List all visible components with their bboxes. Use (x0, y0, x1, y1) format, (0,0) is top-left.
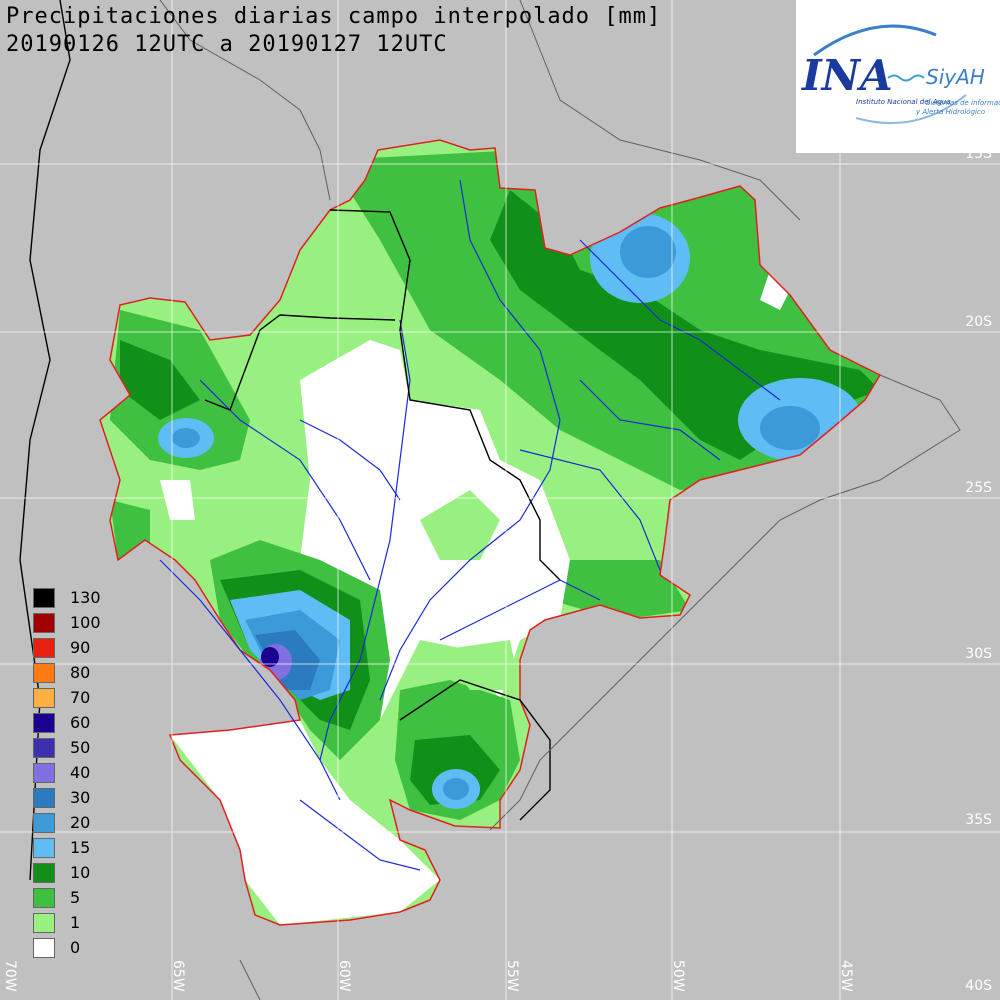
legend-swatch (33, 813, 55, 833)
legend-item: 30 (30, 785, 140, 810)
legend-swatch (33, 688, 55, 708)
legend-swatch (33, 888, 55, 908)
legend-label: 30 (70, 788, 91, 807)
legend-swatch (33, 863, 55, 883)
legend-item: 15 (30, 835, 140, 860)
svg-text:SiyAH: SiyAH (926, 65, 985, 89)
legend-swatch (33, 913, 55, 933)
legend-swatch (33, 588, 55, 608)
latitude-label: 20S (965, 314, 992, 330)
legend-swatch (33, 713, 55, 733)
legend-label: 5 (70, 888, 81, 907)
basin-boundary (99, 139, 882, 926)
legend-swatch (33, 638, 55, 658)
legend-item: 130 (30, 585, 140, 610)
rivers (159, 179, 781, 871)
latitude-label: 15S (965, 146, 992, 162)
legend-label: 90 (70, 638, 91, 657)
legend-item: 0 (30, 935, 140, 960)
longitude-label: 60W (336, 960, 352, 992)
legend-label: 0 (70, 938, 81, 957)
longitude-label: 70W (2, 960, 18, 992)
legend-item: 80 (30, 660, 140, 685)
legend-label: 60 (70, 713, 91, 732)
legend-swatch (33, 738, 55, 758)
legend-label: 1 (70, 913, 81, 932)
legend-item: 90 (30, 635, 140, 660)
longitude-label: 65W (170, 960, 186, 992)
latitude-label: 25S (965, 480, 992, 496)
map-title: Precipitaciones diarias campo interpolad… (6, 4, 662, 29)
legend-item: 70 (30, 685, 140, 710)
legend-item: 100 (30, 610, 140, 635)
legend-swatch (33, 788, 55, 808)
coastline (159, 0, 961, 1000)
legend-label: 20 (70, 813, 91, 832)
legend-swatch (33, 613, 55, 633)
latitude-label: 30S (965, 646, 992, 662)
legend-label: 70 (70, 688, 91, 707)
legend-item: 20 (30, 810, 140, 835)
latitude-label: 40S (965, 978, 992, 994)
legend-item: 1 (30, 910, 140, 935)
svg-text:Instituto Nacional del Agua: Instituto Nacional del Agua (856, 98, 951, 106)
legend-swatch (33, 838, 55, 858)
svg-text:Sistemas de información: Sistemas de información (926, 99, 1000, 107)
legend-label: 15 (70, 838, 91, 857)
legend-item: 40 (30, 760, 140, 785)
legend-label: 50 (70, 738, 91, 757)
longitude-label: 55W (504, 960, 520, 992)
svg-text:y Alerta Hidrológico: y Alerta Hidrológico (915, 108, 985, 116)
country-borders (19, 0, 561, 881)
legend-item: 50 (30, 735, 140, 760)
ina-siyah-logo: INA SiyAH Instituto Nacional del Agua Si… (796, 0, 1000, 153)
svg-text:INA: INA (801, 51, 893, 100)
legend-item: 5 (30, 885, 140, 910)
legend-label: 80 (70, 663, 91, 682)
legend-label: 40 (70, 763, 91, 782)
legend-swatch (33, 763, 55, 783)
map-date-range: 20190126 12UTC a 20190127 12UTC (6, 32, 448, 57)
legend-label: 100 (70, 613, 101, 632)
legend-label: 130 (70, 588, 101, 607)
legend-swatch (33, 938, 55, 958)
longitude-label: 50W (670, 960, 686, 992)
legend-label: 10 (70, 863, 91, 882)
legend-swatch (33, 663, 55, 683)
legend-item: 60 (30, 710, 140, 735)
legend-item: 10 (30, 860, 140, 885)
longitude-label: 45W (838, 960, 854, 992)
latitude-label: 35S (965, 812, 992, 828)
